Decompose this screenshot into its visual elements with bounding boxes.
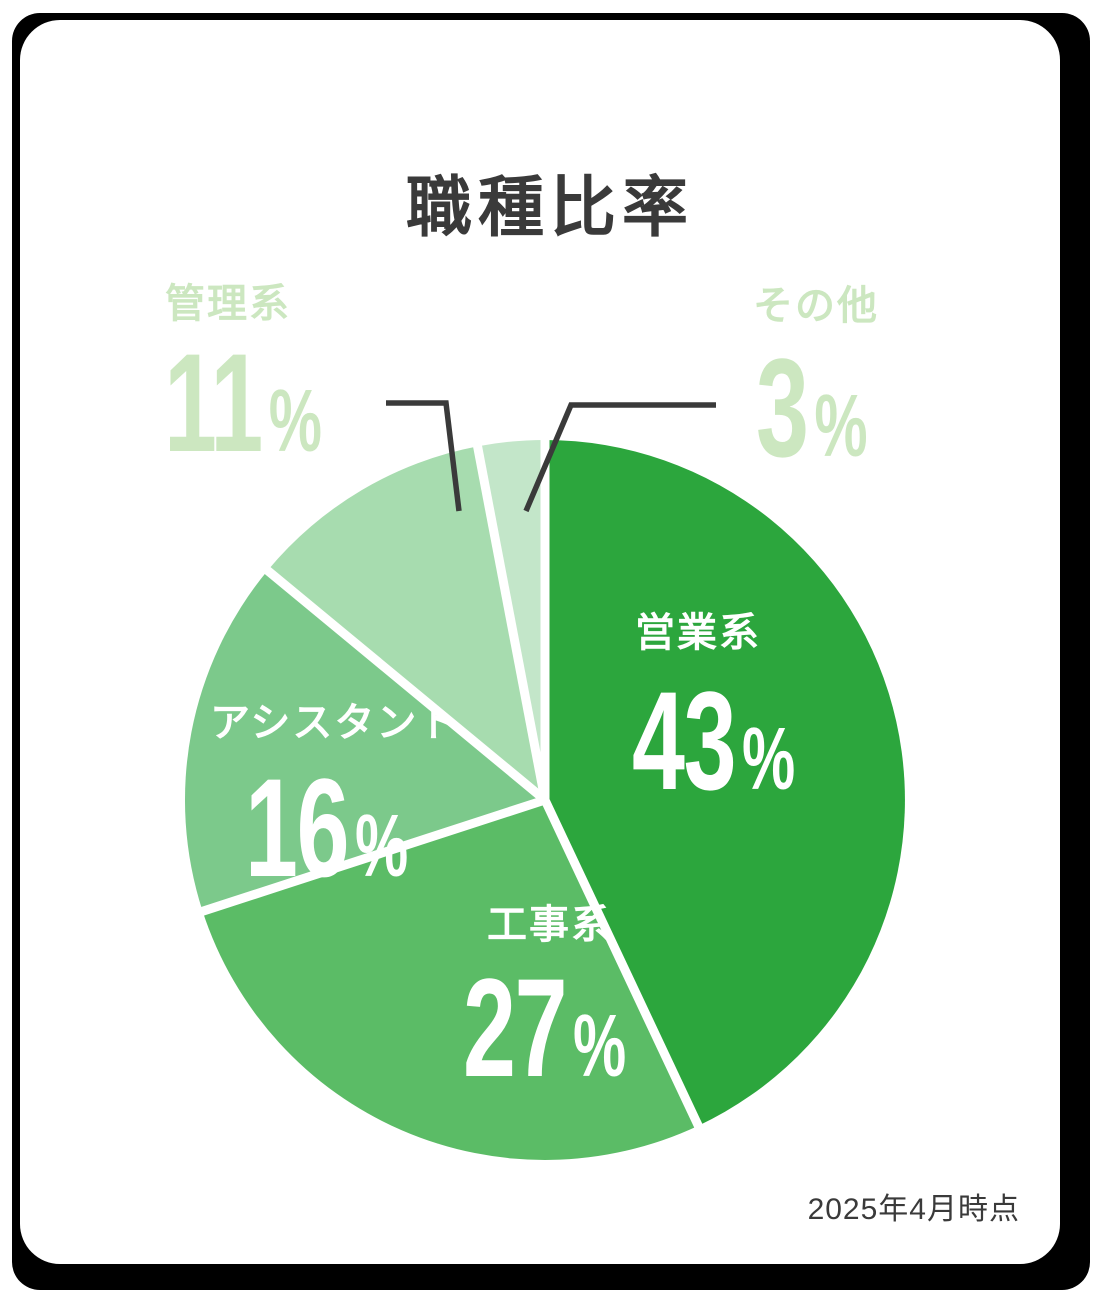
slice-percent-kojikei: 27	[463, 949, 568, 1106]
slice-label-eigyokei: 営業系	[635, 613, 761, 653]
slice-percent-sonota: 3	[756, 329, 809, 486]
slice-name-assistant: アシスタント	[210, 701, 461, 745]
slice-name-eigyokei: 営業系	[635, 611, 761, 655]
slice-percent-eigyokei: 43	[632, 662, 737, 819]
slice-name-kojikei: 工事系	[487, 903, 613, 947]
slice-separator-1	[540, 798, 704, 1131]
slice-value-assistant: 16 %	[245, 758, 485, 898]
slice-separator-4	[472, 442, 550, 801]
leader-line-sonota	[523, 402, 716, 513]
as-of-date: 2025年4月時点	[807, 1193, 1020, 1226]
pie-slice-0	[545, 440, 905, 1126]
slice-percent-assistant: 16	[245, 749, 350, 906]
slice-name-kanrikei: 管理系	[165, 282, 291, 326]
percent-sign: %	[814, 376, 868, 475]
percent-sign: %	[741, 709, 796, 808]
slice-label-sonota: その他	[753, 286, 879, 326]
slice-separator-3	[262, 565, 548, 804]
percent-sign: %	[354, 796, 409, 895]
slice-percent-kanrikei: 11	[164, 324, 263, 481]
slice-label-kanrikei: 管理系	[165, 284, 291, 324]
slice-name-sonota: その他	[753, 284, 879, 328]
pie-slice-1	[202, 800, 699, 1160]
slice-value-kanrikei: 11 %	[164, 333, 396, 473]
percent-sign: %	[572, 996, 627, 1095]
slice-value-sonota: 3 %	[756, 338, 920, 478]
slice-label-kojikei: 工事系	[487, 905, 613, 945]
slice-label-assistant: アシスタント	[210, 703, 460, 743]
pie-slice-separators	[198, 437, 704, 1131]
pie-slice-3	[267, 446, 545, 800]
slice-value-eigyokei: 43 %	[632, 671, 872, 811]
slice-separator-2	[198, 795, 547, 917]
percent-sign: %	[268, 371, 322, 470]
chart-title: 職種比率	[406, 170, 694, 245]
slice-value-kojikei: 27 %	[463, 958, 703, 1098]
leader-line-kanrikei	[386, 400, 462, 512]
